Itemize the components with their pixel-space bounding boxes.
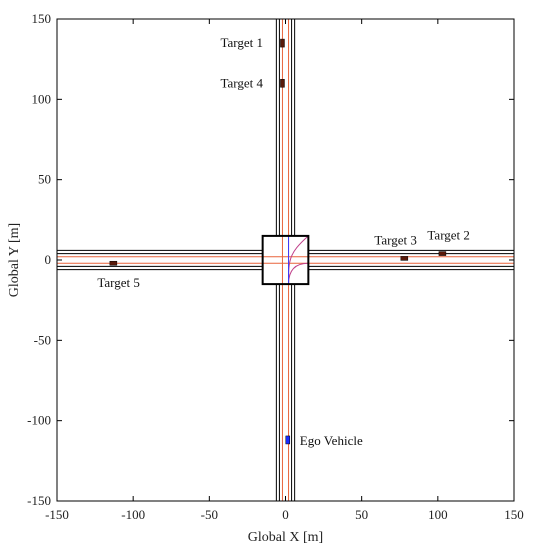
vehicle-label: Target 5 xyxy=(97,275,140,290)
x-tick-label: 100 xyxy=(428,507,448,522)
y-tick-label: -100 xyxy=(27,413,51,428)
y-tick-label: -150 xyxy=(27,493,51,508)
x-tick-label: 50 xyxy=(355,507,368,522)
y-tick-label: 150 xyxy=(32,11,52,26)
x-tick-label: 0 xyxy=(282,507,289,522)
y-tick-label: 100 xyxy=(32,91,52,106)
y-tick-label: 0 xyxy=(45,252,52,267)
intersection-box xyxy=(261,234,310,286)
vehicle-labels: Target 1 Target 4 Target 3 Target 2 Target 5… xyxy=(97,35,470,448)
x-tick-label: -150 xyxy=(45,507,69,522)
vehicle-label: Target 4 xyxy=(220,75,263,90)
target-vehicle-marker-3 xyxy=(438,251,447,256)
x-tick-label: 150 xyxy=(504,507,524,522)
y-tick-label: 50 xyxy=(38,172,51,187)
ego-vehicle-marker xyxy=(285,435,291,445)
target-vehicle-marker-1 xyxy=(280,79,285,88)
x-axis-label: Global X [m] xyxy=(248,530,323,545)
plot-marks xyxy=(57,19,514,501)
y-axis-label: Global Y [m] xyxy=(7,223,22,297)
x-tick-label: -100 xyxy=(121,507,145,522)
x-tick-label: -50 xyxy=(201,507,218,522)
target-vehicle-marker-2 xyxy=(400,256,409,261)
vehicle-label: Target 3 xyxy=(374,232,417,247)
vehicle-label: Target 2 xyxy=(427,228,470,243)
y-tick-label: -50 xyxy=(34,332,51,347)
target-vehicle-marker-4 xyxy=(109,260,118,266)
vehicle-label: Ego Vehicle xyxy=(300,433,363,448)
target-vehicle-marker-0 xyxy=(280,38,285,48)
axis-ticks: -150 -100 -50 0 50 100 150 -150 -100 -50 0 50 100 150 xyxy=(27,11,524,522)
vehicle-label: Target 1 xyxy=(220,35,263,50)
